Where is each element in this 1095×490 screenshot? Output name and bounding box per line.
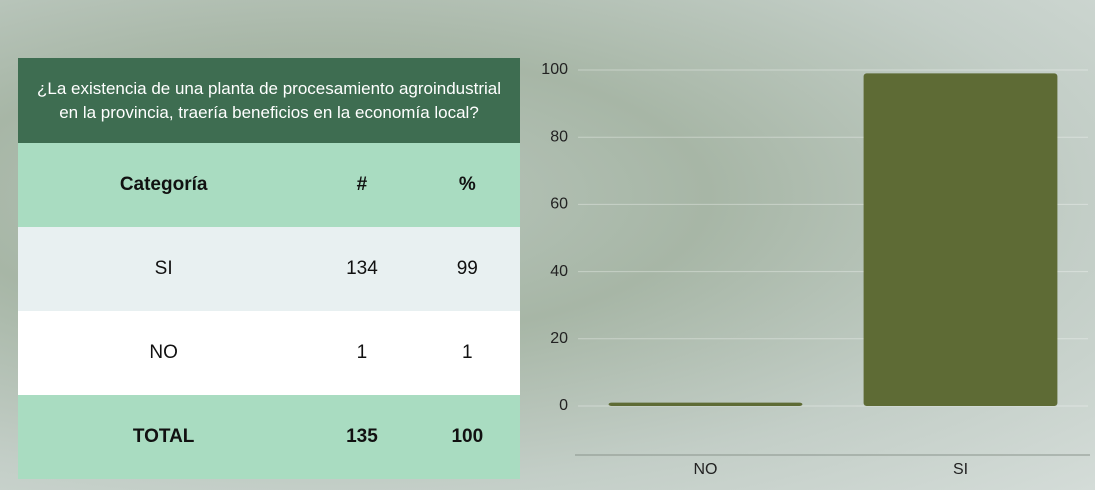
y-tick-label: 100 <box>541 61 568 78</box>
header-cell: # <box>309 143 415 227</box>
y-tick-label: 0 <box>559 397 568 414</box>
y-tick-label: 60 <box>550 196 568 213</box>
total-cell: 135 <box>309 395 415 479</box>
cell: 134 <box>309 227 415 311</box>
cell: SI <box>18 227 310 311</box>
bar <box>608 402 803 406</box>
cell: 99 <box>414 227 520 311</box>
x-tick-label: NO <box>694 461 718 478</box>
y-tick-label: 40 <box>550 263 568 280</box>
header-cell: % <box>414 143 520 227</box>
total-cell: 100 <box>414 395 520 479</box>
y-tick-label: 80 <box>550 128 568 145</box>
header-cell: Categoría <box>18 143 310 227</box>
data-table: ¿La existencia de una planta de procesam… <box>18 58 520 479</box>
total-cell: TOTAL <box>18 395 310 479</box>
x-tick-label: SI <box>953 461 968 478</box>
bar <box>863 73 1058 407</box>
cell: 1 <box>309 311 415 395</box>
y-tick-label: 20 <box>550 330 568 347</box>
cell: NO <box>18 311 310 395</box>
cell: 1 <box>414 311 520 395</box>
table-title: ¿La existencia de una planta de procesam… <box>18 58 520 143</box>
